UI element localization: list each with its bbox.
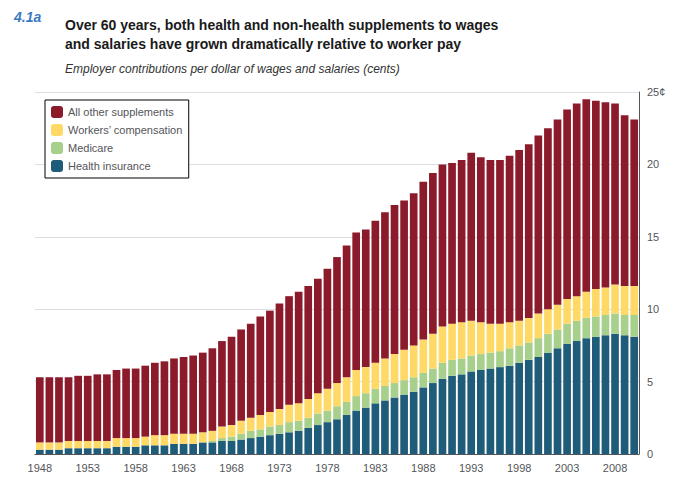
svg-text:All other supplements: All other supplements (68, 106, 174, 118)
svg-text:25¢: 25¢ (647, 86, 665, 98)
svg-text:Over 60 years, both health and: Over 60 years, both health and non-healt… (65, 17, 499, 33)
svg-text:1948: 1948 (28, 462, 52, 474)
svg-text:20: 20 (647, 158, 659, 170)
svg-text:1993: 1993 (459, 462, 483, 474)
svg-text:1963: 1963 (171, 462, 195, 474)
svg-text:2003: 2003 (555, 462, 579, 474)
svg-text:and salaries have grown dramat: and salaries have grown dramatically rel… (65, 36, 461, 52)
svg-text:1998: 1998 (507, 462, 531, 474)
svg-text:1973: 1973 (267, 462, 291, 474)
svg-text:10: 10 (647, 303, 659, 315)
svg-text:Health insurance: Health insurance (68, 160, 151, 172)
svg-text:1958: 1958 (123, 462, 147, 474)
svg-text:Employer contributions per dol: Employer contributions per dollar of wag… (65, 62, 400, 76)
svg-text:1968: 1968 (219, 462, 243, 474)
svg-text:4.1a: 4.1a (13, 9, 41, 25)
svg-text:Workers’ compensation: Workers’ compensation (68, 124, 182, 136)
svg-text:1983: 1983 (363, 462, 387, 474)
svg-text:2008: 2008 (603, 462, 627, 474)
svg-text:Medicare: Medicare (68, 142, 113, 154)
svg-text:15: 15 (647, 231, 659, 243)
svg-text:5: 5 (647, 376, 653, 388)
svg-text:0: 0 (647, 448, 653, 460)
svg-text:1978: 1978 (315, 462, 339, 474)
svg-text:1988: 1988 (411, 462, 435, 474)
svg-text:1953: 1953 (75, 462, 99, 474)
